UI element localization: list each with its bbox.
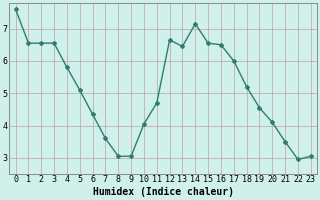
X-axis label: Humidex (Indice chaleur): Humidex (Indice chaleur) bbox=[93, 187, 234, 197]
